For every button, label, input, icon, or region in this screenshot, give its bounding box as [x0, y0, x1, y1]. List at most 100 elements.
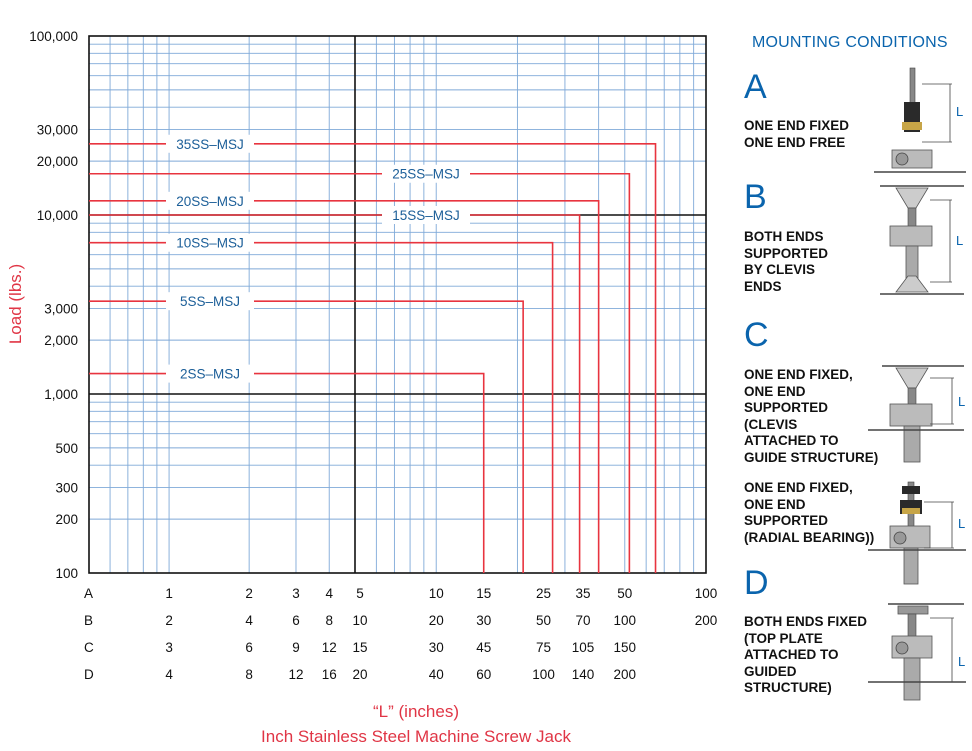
series-label: 20SS–MSJ: [176, 194, 244, 209]
x-tick-label: 100: [532, 667, 555, 682]
jack-diagram-a: L: [874, 67, 966, 173]
dim-label-d: L: [958, 654, 965, 669]
x-axis-label: “L” (inches): [373, 702, 459, 721]
series-label: 15SS–MSJ: [392, 208, 460, 223]
x-tick-label: 40: [429, 667, 444, 682]
x-tick-label: 50: [617, 586, 632, 601]
panel-title: MOUNTING CONDITIONS: [752, 34, 948, 51]
x-tick-label: 35: [575, 586, 590, 601]
dim-label-a: L: [956, 104, 963, 119]
condition-letter-b: B: [744, 178, 767, 216]
x-row-label: C: [84, 640, 94, 655]
series-label-bg: [166, 233, 254, 252]
x-tick-label: 4: [245, 613, 253, 628]
series-label: 2SS–MSJ: [180, 367, 240, 382]
condition-letter-d: D: [744, 564, 769, 602]
y-tick-label: 2,000: [44, 333, 78, 348]
x-tick-label: 6: [292, 613, 300, 628]
dim-label-b: L: [956, 233, 963, 248]
mounting-conditions-panel: MOUNTING CONDITIONS A ONE END FIXED ONE …: [740, 32, 972, 732]
dim-label-c2: L: [958, 516, 965, 531]
series-label: 25SS–MSJ: [392, 167, 460, 182]
x-tick-label: 70: [575, 613, 590, 628]
x-tick-label: 200: [695, 613, 718, 628]
y-tick-label: 100: [55, 566, 78, 581]
x-tick-label: 200: [614, 667, 637, 682]
x-tick-label: 105: [572, 640, 595, 655]
x-tick-label: 10: [429, 586, 444, 601]
x-tick-label: 100: [614, 613, 637, 628]
x-tick-label: 75: [536, 640, 551, 655]
series-line: [89, 300, 524, 573]
x-tick-label: 9: [292, 640, 300, 655]
condition-text-c: ONE END FIXED, ONE END SUPPORTED (CLEVIS…: [744, 367, 879, 465]
jack-diagram-b: L: [880, 185, 964, 295]
jack-diagram-d: L: [868, 603, 966, 701]
x-tick-label: 16: [322, 667, 337, 682]
series-line: [89, 172, 631, 573]
x-tick-label: 3: [165, 640, 173, 655]
series-label: 35SS–MSJ: [176, 137, 244, 152]
x-tick-label: 8: [325, 613, 333, 628]
y-tick-label: 20,000: [37, 154, 78, 169]
condition-letter-c: C: [744, 316, 769, 354]
series-label-bg: [166, 191, 254, 210]
y-tick-label: 100,000: [29, 29, 78, 44]
condition-text-a: ONE END FIXED ONE END FREE: [744, 118, 850, 150]
x-tick-label: 140: [572, 667, 595, 682]
dim-label-c: L: [958, 394, 965, 409]
y-tick-label: 10,000: [37, 208, 78, 223]
series-label-bg: [166, 134, 254, 153]
x-tick-label: 3: [292, 586, 300, 601]
x-row-label: B: [84, 613, 93, 628]
x-tick-label: 15: [352, 640, 367, 655]
x-tick-label: 2: [245, 586, 253, 601]
series-label-bg: [166, 292, 254, 311]
load-chart: 35SS–MSJ25SS–MSJ20SS–MSJ15SS–MSJ10SS–MSJ…: [6, 29, 717, 746]
x-tick-label: 25: [536, 586, 551, 601]
y-tick-label: 30,000: [37, 123, 78, 138]
x-tick-label: 15: [476, 586, 491, 601]
series-line: [89, 214, 581, 573]
series-line: [89, 200, 600, 573]
x-tick-label: 6: [245, 640, 253, 655]
series-line: [89, 142, 657, 573]
y-tick-label: 300: [55, 481, 78, 496]
series-line: [89, 372, 485, 573]
y-tick-labels: 100,000 30,000 20,000 10,000 3,000 2,000 1,000…: [29, 29, 78, 581]
plot-frame: [88, 35, 707, 574]
y-tick-label: 500: [55, 441, 78, 456]
x-tick-label: 100: [695, 586, 718, 601]
condition-text-b: BOTH ENDS SUPPORTED BY CLEVIS ENDS: [744, 229, 829, 294]
jack-diagram-c2: L: [868, 481, 966, 585]
x-tick-label: 60: [476, 667, 491, 682]
x-tick-label: 150: [614, 640, 637, 655]
x-tick-label: 5: [356, 586, 364, 601]
x-tick-label: 30: [429, 640, 444, 655]
chart-subtitle: Inch Stainless Steel Machine Screw Jack: [261, 727, 571, 746]
jack-diagram-c: L: [868, 365, 965, 463]
series-labels: 35SS–MSJ 25SS–MSJ 20SS–MSJ 15SS–MSJ 10SS–MSJ…: [166, 134, 470, 383]
x-tick-label: 10: [352, 613, 367, 628]
y-tick-label: 200: [55, 512, 78, 527]
x-tick-label: 45: [476, 640, 491, 655]
x-tick-label: 2: [165, 613, 173, 628]
x-tick-label: 20: [429, 613, 444, 628]
series-label-bg: [382, 206, 470, 224]
y-tick-label: 1,000: [44, 387, 78, 402]
x-tick-label: 4: [325, 586, 333, 601]
x-tick-label: 20: [352, 667, 367, 682]
x-tick-label: 12: [288, 667, 303, 682]
x-row-label: D: [84, 667, 94, 682]
x-tick-label: 8: [245, 667, 253, 682]
condition-text-d: BOTH ENDS FIXED (TOP PLATE ATTACHED TO G…: [744, 614, 868, 695]
y-axis-label: Load (lbs.): [6, 264, 25, 344]
x-tick-label: 12: [322, 640, 337, 655]
x-row-label: A: [84, 586, 93, 601]
series-label-bg: [166, 364, 254, 383]
series-label: 5SS–MSJ: [180, 294, 240, 309]
x-tick-label: 4: [165, 667, 173, 682]
series-label-bg: [382, 164, 470, 183]
condition-letter-a: A: [744, 68, 767, 106]
